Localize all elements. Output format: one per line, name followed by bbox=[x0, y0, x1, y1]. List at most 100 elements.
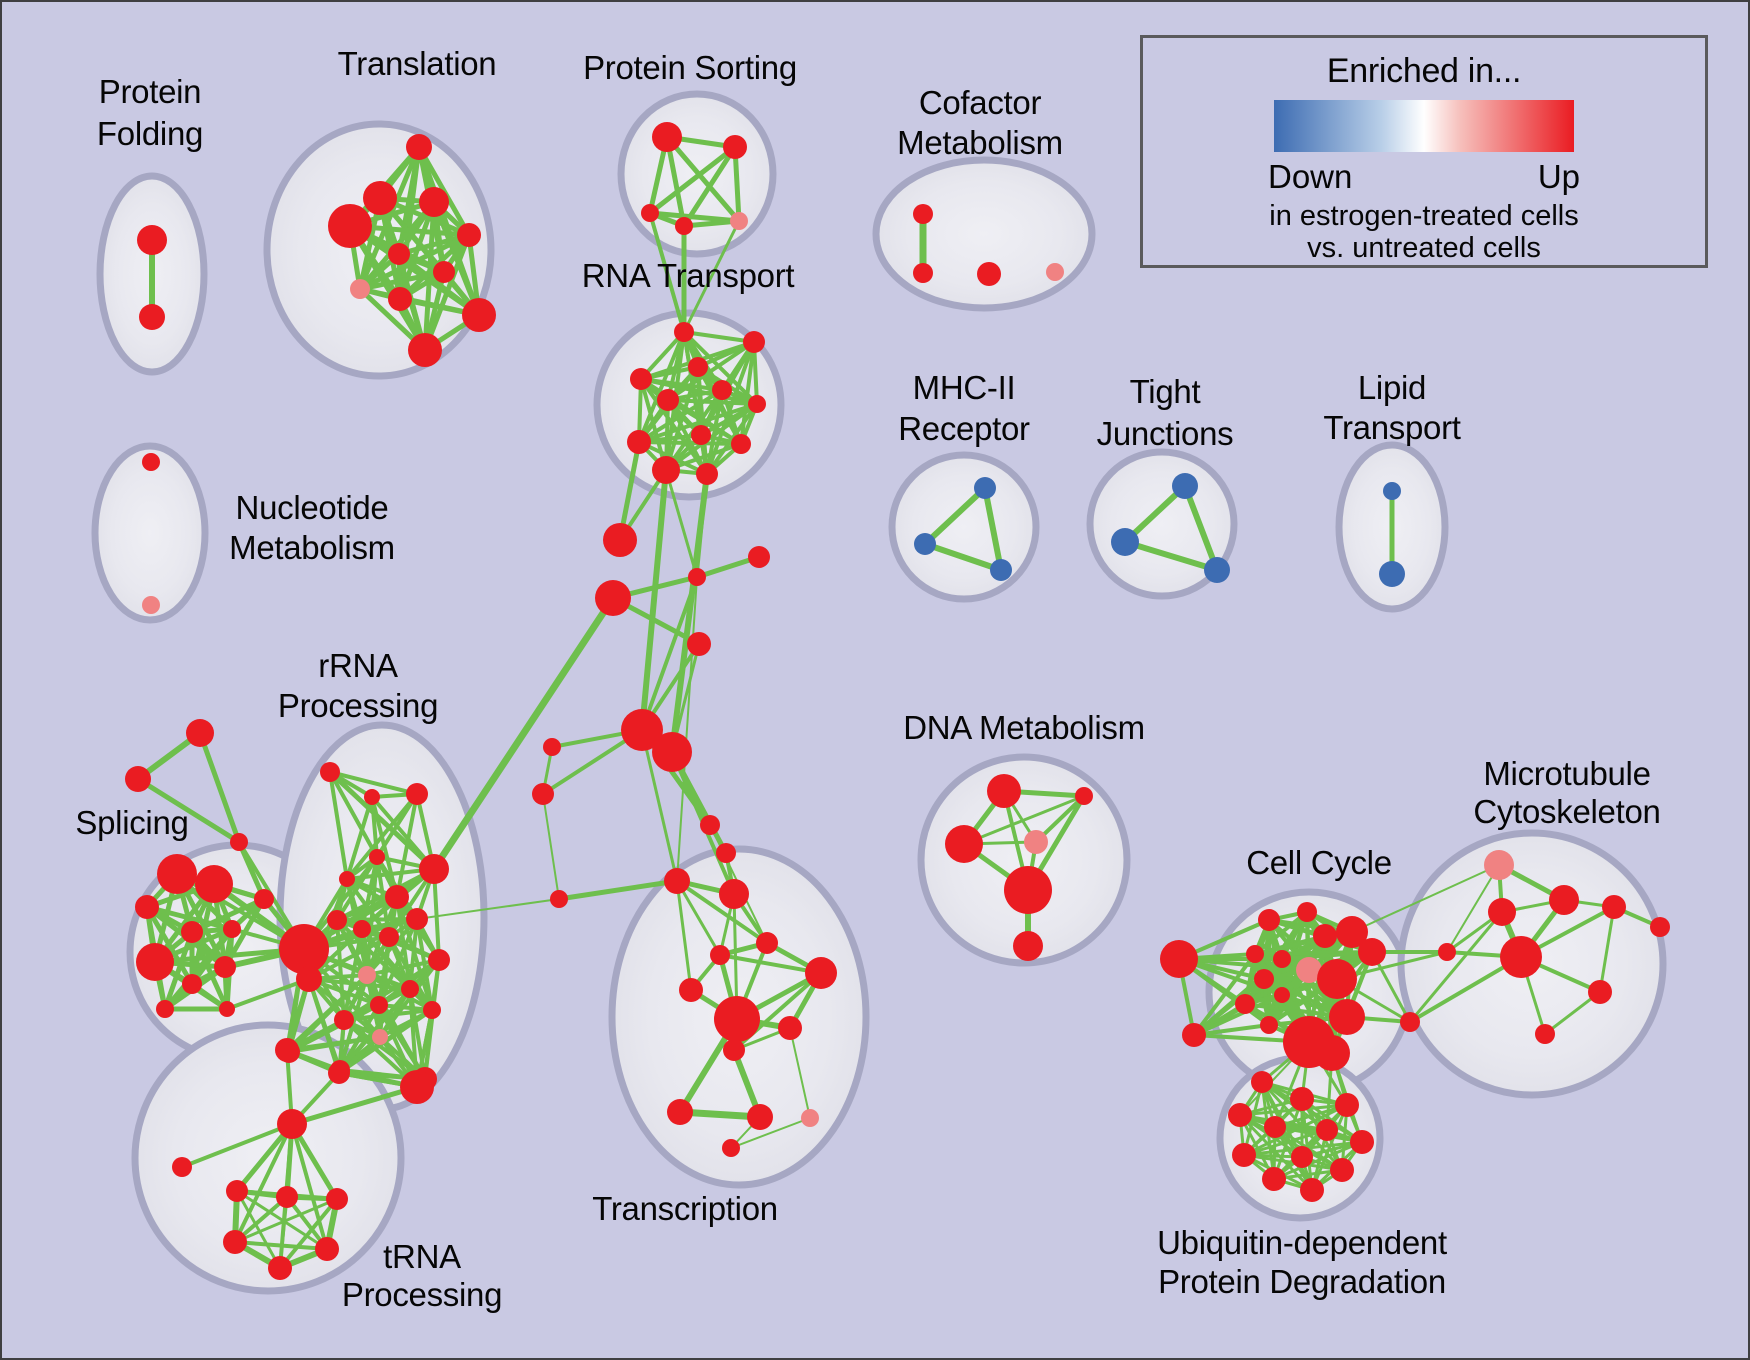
gene-set-node-red[interactable] bbox=[723, 135, 747, 159]
gene-set-node-red[interactable] bbox=[230, 833, 248, 851]
gene-set-node-red[interactable] bbox=[778, 1016, 802, 1040]
gene-set-node-red[interactable] bbox=[1235, 994, 1255, 1014]
gene-set-node-red[interactable] bbox=[1316, 1119, 1338, 1141]
gene-set-node-red[interactable] bbox=[172, 1157, 192, 1177]
gene-set-node-red[interactable] bbox=[1535, 1024, 1555, 1044]
gene-set-node-red[interactable] bbox=[1013, 931, 1043, 961]
gene-set-node-red[interactable] bbox=[652, 732, 692, 772]
gene-set-node-red[interactable] bbox=[181, 921, 203, 943]
gene-set-node-red[interactable] bbox=[652, 122, 682, 152]
gene-set-node-blue[interactable] bbox=[1111, 528, 1139, 556]
gene-set-node-red[interactable] bbox=[723, 1039, 745, 1061]
gene-set-node-red[interactable] bbox=[137, 225, 167, 255]
gene-set-node-red[interactable] bbox=[731, 434, 751, 454]
gene-set-node-red[interactable] bbox=[223, 1230, 247, 1254]
gene-set-node-red[interactable] bbox=[716, 843, 736, 863]
gene-set-node-red[interactable] bbox=[1336, 916, 1368, 948]
gene-set-node-red[interactable] bbox=[125, 766, 151, 792]
gene-set-node-pink[interactable] bbox=[350, 279, 370, 299]
gene-set-node-red[interactable] bbox=[688, 357, 708, 377]
gene-set-node-red[interactable] bbox=[195, 865, 233, 903]
gene-set-node-red[interactable] bbox=[1300, 1178, 1324, 1202]
gene-set-node-red[interactable] bbox=[627, 430, 651, 454]
gene-set-node-blue[interactable] bbox=[990, 559, 1012, 581]
gene-set-node-red[interactable] bbox=[691, 425, 711, 445]
gene-set-node-red[interactable] bbox=[406, 783, 428, 805]
gene-set-node-red[interactable] bbox=[315, 1237, 339, 1261]
gene-set-node-red[interactable] bbox=[136, 943, 174, 981]
gene-set-node-red[interactable] bbox=[756, 932, 778, 954]
gene-set-node-red[interactable] bbox=[388, 243, 410, 265]
gene-set-node-pink[interactable] bbox=[730, 212, 748, 230]
gene-set-node-pink[interactable] bbox=[1024, 830, 1048, 854]
gene-set-node-red[interactable] bbox=[406, 908, 428, 930]
gene-set-node-red[interactable] bbox=[328, 204, 372, 248]
gene-set-node-blue[interactable] bbox=[1379, 561, 1405, 587]
gene-set-node-red[interactable] bbox=[1075, 787, 1093, 805]
gene-set-node-red[interactable] bbox=[388, 287, 412, 311]
gene-set-node-red[interactable] bbox=[268, 1256, 292, 1280]
gene-set-node-red[interactable] bbox=[401, 980, 419, 998]
gene-set-node-red[interactable] bbox=[419, 187, 449, 217]
gene-set-node-red[interactable] bbox=[712, 380, 732, 400]
gene-set-node-red[interactable] bbox=[1251, 1071, 1273, 1093]
gene-set-node-red[interactable] bbox=[385, 885, 409, 909]
gene-set-node-red[interactable] bbox=[1330, 1158, 1354, 1182]
gene-set-node-red[interactable] bbox=[1329, 999, 1365, 1035]
gene-set-node-red[interactable] bbox=[328, 1062, 350, 1084]
gene-set-node-red[interactable] bbox=[688, 568, 706, 586]
gene-set-node-red[interactable] bbox=[182, 974, 202, 994]
gene-set-node-red[interactable] bbox=[1317, 959, 1357, 999]
gene-set-node-red[interactable] bbox=[1262, 1167, 1286, 1191]
gene-set-node-red[interactable] bbox=[805, 957, 837, 989]
gene-set-node-red[interactable] bbox=[1650, 917, 1670, 937]
gene-set-node-red[interactable] bbox=[913, 204, 933, 224]
gene-set-node-red[interactable] bbox=[462, 298, 496, 332]
gene-set-node-red[interactable] bbox=[296, 966, 322, 992]
gene-set-node-red[interactable] bbox=[603, 523, 637, 557]
gene-set-node-red[interactable] bbox=[364, 789, 380, 805]
gene-set-node-red[interactable] bbox=[748, 546, 770, 568]
gene-set-node-red[interactable] bbox=[945, 825, 983, 863]
gene-set-node-red[interactable] bbox=[1228, 1103, 1252, 1127]
gene-set-node-red[interactable] bbox=[428, 949, 450, 971]
gene-set-node-red[interactable] bbox=[1588, 980, 1612, 1004]
gene-set-node-pink[interactable] bbox=[142, 596, 160, 614]
gene-set-node-red[interactable] bbox=[363, 181, 397, 215]
gene-set-node-pink[interactable] bbox=[358, 966, 376, 984]
gene-set-node-red[interactable] bbox=[714, 996, 760, 1042]
gene-set-node-red[interactable] bbox=[747, 1104, 773, 1130]
gene-set-node-red[interactable] bbox=[275, 1038, 299, 1062]
gene-set-node-red[interactable] bbox=[219, 1001, 235, 1017]
gene-set-node-red[interactable] bbox=[1258, 909, 1280, 931]
gene-set-node-red[interactable] bbox=[157, 854, 197, 894]
gene-set-node-red[interactable] bbox=[1500, 936, 1542, 978]
gene-set-node-pink[interactable] bbox=[1296, 957, 1322, 983]
gene-set-node-red[interactable] bbox=[987, 774, 1021, 808]
gene-set-node-red[interactable] bbox=[334, 1010, 354, 1030]
gene-set-node-red[interactable] bbox=[406, 134, 432, 160]
gene-set-node-pink[interactable] bbox=[801, 1109, 819, 1127]
gene-set-node-red[interactable] bbox=[214, 956, 236, 978]
gene-set-node-red[interactable] bbox=[719, 879, 749, 909]
gene-set-node-red[interactable] bbox=[1273, 950, 1291, 968]
gene-set-node-red[interactable] bbox=[326, 1188, 348, 1210]
gene-set-node-red[interactable] bbox=[1602, 895, 1626, 919]
gene-set-node-red[interactable] bbox=[433, 261, 455, 283]
gene-set-node-red[interactable] bbox=[700, 815, 720, 835]
gene-set-node-red[interactable] bbox=[1549, 885, 1579, 915]
gene-set-node-red[interactable] bbox=[370, 996, 388, 1014]
gene-set-node-pink[interactable] bbox=[372, 1029, 388, 1045]
gene-set-node-pink[interactable] bbox=[1046, 263, 1064, 281]
gene-set-node-red[interactable] bbox=[667, 1099, 693, 1125]
gene-set-node-blue[interactable] bbox=[1204, 557, 1230, 583]
gene-set-node-red[interactable] bbox=[595, 580, 631, 616]
gene-set-node-red[interactable] bbox=[1488, 898, 1516, 926]
gene-set-node-red[interactable] bbox=[408, 333, 442, 367]
gene-set-node-blue[interactable] bbox=[974, 477, 996, 499]
gene-set-node-red[interactable] bbox=[1254, 969, 1274, 989]
gene-set-node-red[interactable] bbox=[679, 978, 703, 1002]
gene-set-node-red[interactable] bbox=[1004, 866, 1052, 914]
gene-set-node-red[interactable] bbox=[277, 1109, 307, 1139]
gene-set-node-red[interactable] bbox=[1290, 1087, 1314, 1111]
